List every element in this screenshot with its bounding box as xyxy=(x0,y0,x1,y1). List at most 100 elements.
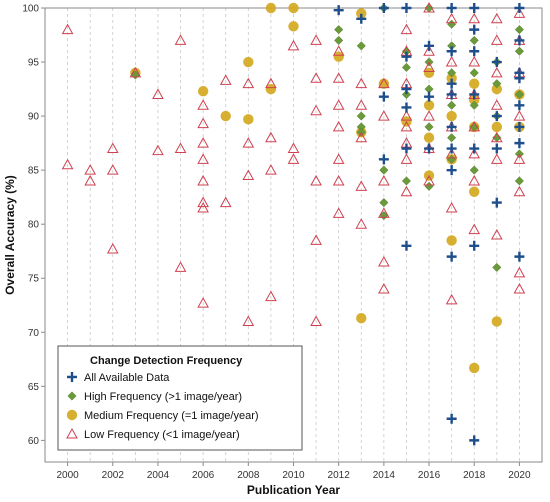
data-point-diamond xyxy=(447,68,457,78)
y-tick-label: 90 xyxy=(28,112,40,123)
x-tick-label: 2012 xyxy=(328,470,351,481)
data-point-diamond xyxy=(424,181,434,191)
data-point-triangle xyxy=(513,266,526,278)
data-point-circle xyxy=(469,78,480,89)
data-point-circle xyxy=(423,132,435,143)
data-point-triangle xyxy=(84,164,97,175)
data-point-plus xyxy=(491,57,502,68)
data-point-plus xyxy=(469,240,480,251)
data-point-diamond xyxy=(469,100,479,110)
data-point-triangle xyxy=(445,201,458,213)
data-point-diamond xyxy=(401,176,412,186)
data-point-plus xyxy=(469,435,480,446)
data-point-plus xyxy=(446,78,457,89)
data-point-circle xyxy=(469,362,480,374)
legend-label: Medium Frequency (=1 image/year) xyxy=(84,410,259,422)
data-point-triangle xyxy=(423,174,435,186)
y-tick-label: 95 xyxy=(28,58,40,69)
data-point-triangle xyxy=(174,34,187,45)
data-point-triangle xyxy=(378,207,390,218)
axis-ticks: 2000 2002 2004 2006 2008 2010 2012 2014 2016 2018… xyxy=(22,4,531,482)
data-point-diamond xyxy=(514,89,524,100)
data-point-diamond xyxy=(469,35,479,45)
data-point-triangle xyxy=(513,110,526,121)
data-point-triangle xyxy=(400,185,413,197)
data-point-circle xyxy=(197,86,209,97)
data-point-circle xyxy=(469,94,480,106)
data-point-triangle xyxy=(513,283,526,294)
data-point-circle xyxy=(265,83,277,95)
data-point-plus xyxy=(514,121,525,132)
data-point-plus xyxy=(401,240,412,251)
data-point-circle xyxy=(423,67,435,79)
y-tick-label: 80 xyxy=(28,220,40,231)
data-point-triangle xyxy=(152,88,164,99)
legend-marker-diamond xyxy=(67,391,77,401)
data-point-plus xyxy=(446,46,457,57)
data-point-plus xyxy=(514,138,525,149)
data-point-plus xyxy=(446,165,457,176)
x-tick-label: 2010 xyxy=(282,470,305,481)
data-point-triangle xyxy=(61,158,74,170)
data-point-diamond xyxy=(379,198,389,208)
y-tick-label: 65 xyxy=(28,382,40,393)
data-point-plus xyxy=(401,84,412,95)
legend-marker-plus xyxy=(67,372,77,382)
data-points xyxy=(61,1,526,446)
data-point-triangle xyxy=(490,228,503,240)
data-point-diamond xyxy=(469,165,479,175)
x-tick-label: 2016 xyxy=(418,470,441,481)
legend-box xyxy=(57,345,303,451)
data-point-triangle xyxy=(468,174,481,186)
data-point-diamond xyxy=(424,122,434,132)
data-point-triangle xyxy=(106,164,119,175)
data-point-triangle xyxy=(355,77,368,89)
data-point-triangle xyxy=(490,12,503,24)
data-point-diamond xyxy=(447,100,457,110)
x-tick-label: 2014 xyxy=(373,470,396,481)
data-point-triangle xyxy=(355,180,368,191)
data-point-triangle xyxy=(400,153,413,164)
data-point-circle xyxy=(378,78,390,89)
data-point-circle xyxy=(446,73,457,84)
data-point-triangle xyxy=(490,153,503,164)
data-point-plus xyxy=(446,121,457,132)
data-point-triangle xyxy=(490,131,503,143)
data-point-triangle xyxy=(468,223,481,235)
data-point-circle xyxy=(423,100,435,111)
data-point-triangle xyxy=(513,153,526,164)
x-tick-label: 2020 xyxy=(508,470,531,481)
data-point-triangle xyxy=(310,315,322,326)
data-point-triangle xyxy=(242,137,255,148)
data-point-plus xyxy=(469,46,480,57)
data-point-triangle xyxy=(378,110,390,121)
data-point-circle xyxy=(243,114,254,125)
x-tick-label: 2018 xyxy=(463,470,486,481)
data-point-plus xyxy=(469,24,480,35)
data-point-triangle xyxy=(423,61,435,72)
x-tick-label: 2004 xyxy=(147,470,170,481)
data-point-diamond xyxy=(469,68,479,78)
data-point-triangle xyxy=(332,174,345,186)
data-point-circle xyxy=(243,56,254,68)
data-point-triangle xyxy=(197,137,209,148)
data-point-triangle xyxy=(84,174,97,186)
data-point-triangle xyxy=(423,110,435,121)
data-point-diamond xyxy=(356,41,366,51)
data-point-triangle xyxy=(355,218,368,229)
data-point-triangle xyxy=(242,169,255,181)
data-point-triangle xyxy=(355,99,368,110)
data-point-plus xyxy=(446,3,457,13)
x-tick-label: 2008 xyxy=(237,470,260,481)
y-tick-label: 100 xyxy=(22,4,39,15)
legend-marker-circle xyxy=(66,409,78,421)
data-point-plus xyxy=(446,89,457,100)
legend-title: Change Detection Frequency xyxy=(90,355,243,367)
data-point-triangle xyxy=(400,23,413,35)
data-point-triangle xyxy=(129,66,142,78)
data-point-diamond xyxy=(514,46,524,56)
data-point-triangle xyxy=(219,74,232,85)
data-point-triangle xyxy=(445,12,458,24)
